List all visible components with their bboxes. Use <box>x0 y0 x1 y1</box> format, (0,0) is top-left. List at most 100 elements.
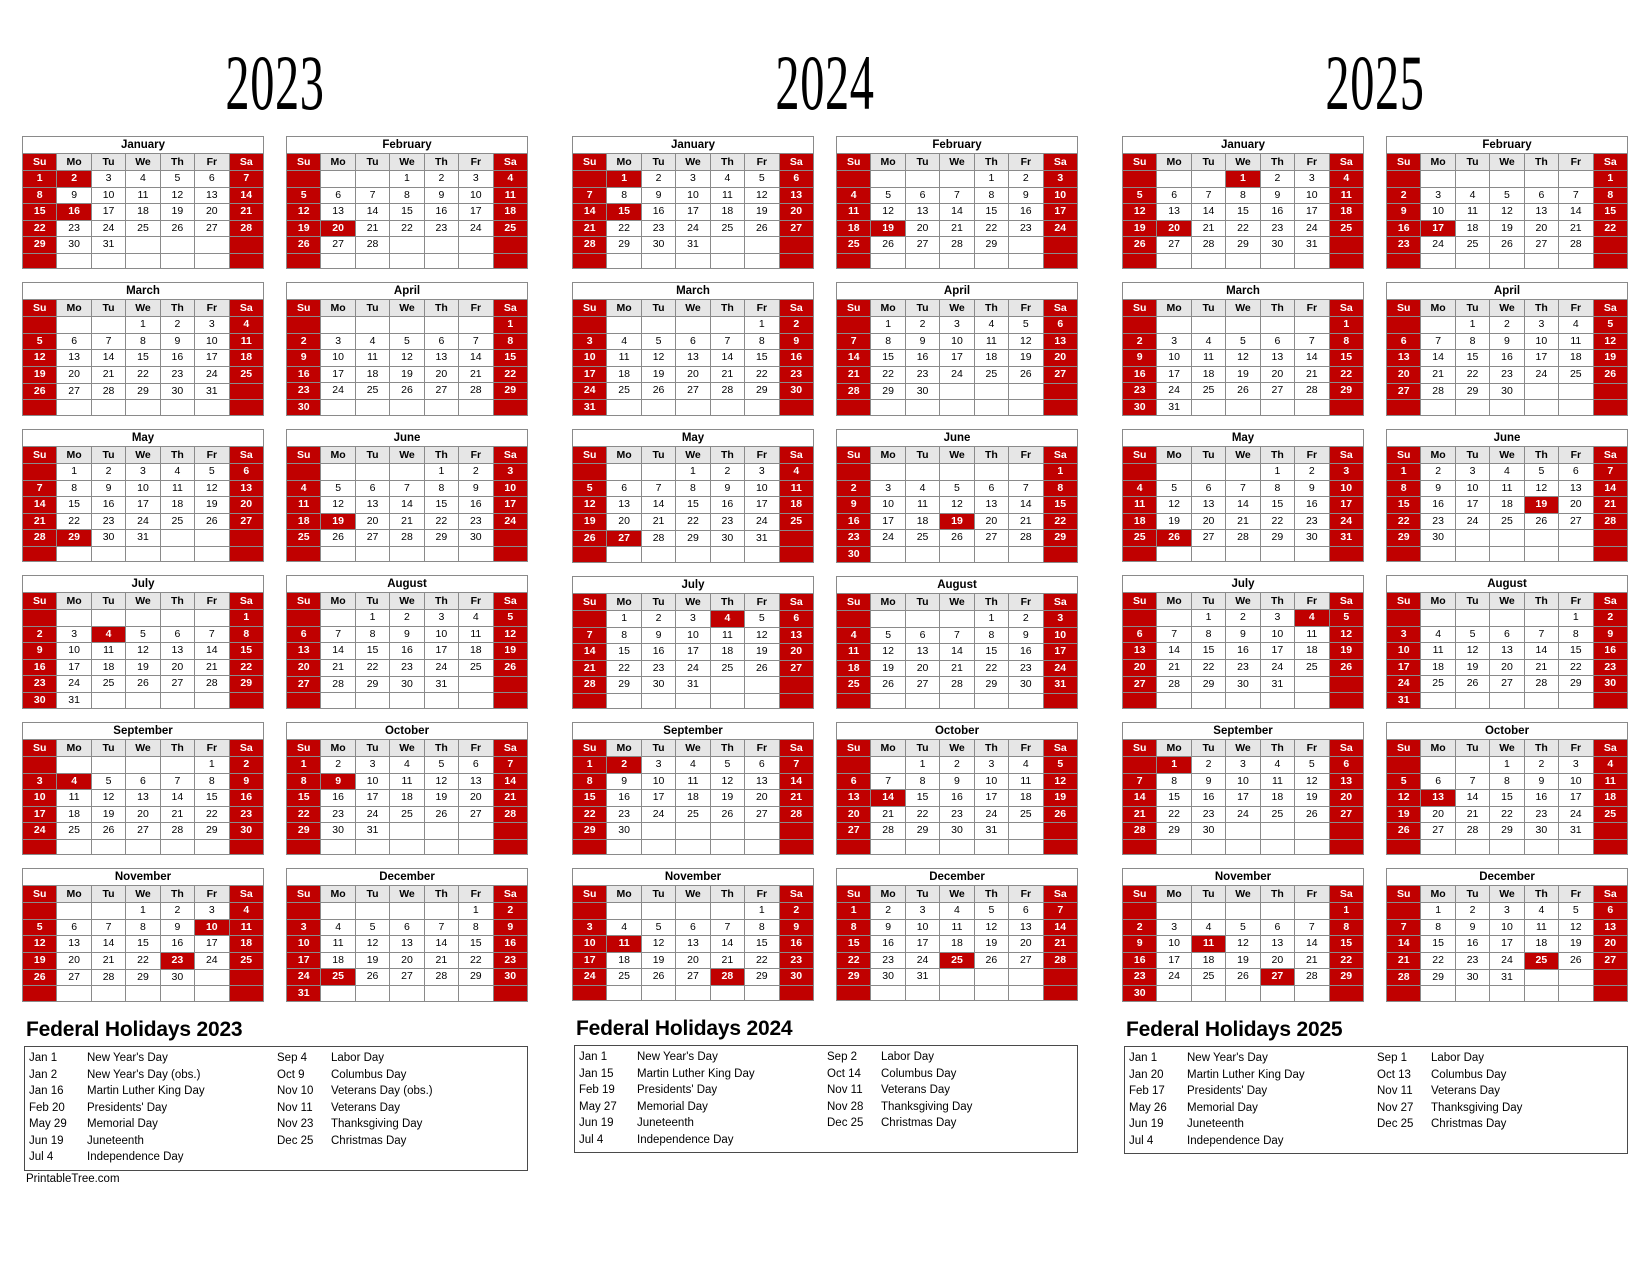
day-cell: 3 <box>640 756 677 774</box>
day-cell-empty <box>778 692 815 709</box>
dow-header-we: We <box>675 299 711 317</box>
dow-header-su: Su <box>21 299 58 317</box>
day-cell: 5 <box>973 902 1010 920</box>
day-cell: 9 <box>423 186 460 204</box>
day-cell-empty <box>1420 316 1456 334</box>
day-cell: 16 <box>458 496 494 514</box>
day-cell: 10 <box>21 789 58 807</box>
day-cell-empty <box>1385 609 1422 627</box>
day-cell-empty <box>571 170 608 188</box>
day-cell-empty <box>159 545 196 562</box>
dow-header-su: Su <box>285 885 322 903</box>
day-cell: 1 <box>1454 316 1491 334</box>
day-cell-empty <box>870 399 906 416</box>
day-cell: 10 <box>56 642 92 660</box>
day-cell-empty <box>744 236 780 254</box>
day-cell: 15 <box>1328 349 1365 367</box>
week-row: 30 <box>835 545 1079 563</box>
day-cell: 12 <box>1454 642 1491 660</box>
day-cell-empty <box>159 399 196 416</box>
holiday-date-2: Oct 14 <box>827 1067 861 1080</box>
day-cell: 15 <box>492 349 529 367</box>
month-name: March <box>1122 282 1364 299</box>
dow-header-we: We <box>389 592 425 610</box>
day-cell-empty <box>1294 838 1330 855</box>
day-cell: 19 <box>1225 951 1261 969</box>
day-cell-empty <box>1121 463 1158 481</box>
day-cell: 9 <box>1420 479 1456 497</box>
day-cell: 31 <box>125 529 161 547</box>
day-cell: 5 <box>194 463 230 481</box>
day-cell: 17 <box>423 642 460 660</box>
day-cell: 13 <box>194 186 230 204</box>
day-cell: 25 <box>320 968 356 986</box>
day-cell: 21 <box>389 512 425 530</box>
day-cell: 25 <box>1190 382 1227 400</box>
day-cell-empty <box>1454 170 1491 188</box>
day-cell-empty <box>1121 838 1158 855</box>
week-row: 13 14 15 16 17 18 19 <box>285 642 529 660</box>
dow-header-row: Su Mo Tu We Th Fr Sa <box>285 446 529 464</box>
day-cell: 12 <box>125 642 161 660</box>
day-cell-empty <box>709 692 746 709</box>
day-cell: 11 <box>56 789 92 807</box>
day-cell-empty <box>973 382 1010 401</box>
dow-header-mo: Mo <box>1156 153 1192 171</box>
day-cell-empty <box>1156 545 1192 562</box>
day-cell: 9 <box>1489 332 1525 351</box>
day-cell: 20 <box>744 789 780 807</box>
day-cell: 1 <box>904 756 941 774</box>
day-cell-empty <box>606 838 642 855</box>
dow-header-fr: Fr <box>1294 446 1330 464</box>
day-cell: 30 <box>1592 675 1629 693</box>
day-cell: 5 <box>21 918 58 937</box>
day-cell: 9 <box>228 772 265 790</box>
day-cell-empty <box>744 676 780 694</box>
holiday-date: Jun 19 <box>579 1117 614 1129</box>
day-cell: 11 <box>125 186 161 204</box>
dow-header-fr: Fr <box>194 592 230 610</box>
day-cell: 20 <box>675 951 711 969</box>
day-cell-empty <box>709 902 746 920</box>
day-cell: 5 <box>1523 463 1560 481</box>
day-cell: 12 <box>870 203 906 221</box>
day-cell: 20 <box>675 365 711 383</box>
day-cell: 23 <box>1008 659 1044 677</box>
day-cell: 5 <box>1454 625 1491 643</box>
day-cell: 19 <box>1294 789 1330 807</box>
holiday-date: Jul 4 <box>579 1133 604 1146</box>
dow-header-row: Su Mo Tu We Th Fr Sa <box>835 446 1079 464</box>
day-cell: 30 <box>285 398 322 416</box>
month-table: June Su Mo Tu We Th Fr Sa 1 2 3 4 5 6 7 8 9 10 11 12 13 14 15 1… <box>835 429 1079 563</box>
day-cell: 15 <box>973 643 1010 661</box>
holidays-title-2023: Federal Holidays 2023 <box>26 1018 243 1041</box>
day-cell-empty <box>389 822 425 840</box>
month-name: June <box>836 429 1078 446</box>
day-cell: 14 <box>1294 935 1330 953</box>
day-cell-empty <box>159 236 196 254</box>
day-cell-empty <box>458 838 494 855</box>
day-cell: 6 <box>1489 625 1525 643</box>
dow-header-th: Th <box>1259 446 1296 464</box>
day-cell: 24 <box>1156 382 1192 400</box>
day-cell: 10 <box>675 626 711 644</box>
day-cell: 4 <box>1294 609 1330 627</box>
day-cell-empty <box>1328 675 1365 694</box>
dow-header-mo: Mo <box>320 739 356 757</box>
day-cell: 2 <box>285 332 322 350</box>
week-row <box>21 838 265 855</box>
day-cell: 4 <box>1523 902 1560 920</box>
day-cell-empty <box>640 546 677 563</box>
week-row: 20 21 22 23 24 25 26 <box>1385 365 1629 384</box>
day-cell: 19 <box>285 219 322 237</box>
day-cell: 18 <box>90 658 127 676</box>
day-cell-empty <box>1592 691 1629 709</box>
dow-header-tu: Tu <box>354 592 391 610</box>
day-cell: 26 <box>1008 365 1044 384</box>
week-row: 6 7 8 9 10 11 12 <box>285 625 529 644</box>
day-cell: 7 <box>492 756 529 774</box>
